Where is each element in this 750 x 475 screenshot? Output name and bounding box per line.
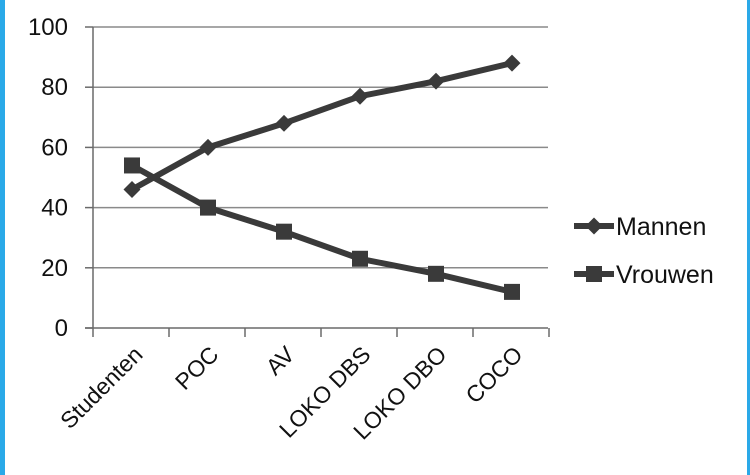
y-tick-labels: 0 20 40 60 80 100 [28, 14, 68, 342]
data-point-vrouwen [352, 250, 368, 267]
series-line-vrouwen [130, 162, 513, 295]
legend-item-mannen: Mannen [574, 213, 706, 241]
data-point-mannen [351, 87, 369, 105]
legend-label-vrouwen: Vrouwen [616, 261, 714, 289]
y-tick-label: 80 [41, 74, 68, 101]
data-point-vrouwen [276, 223, 292, 240]
data-point-mannen [123, 181, 141, 199]
legend: Mannen Vrouwen [574, 213, 714, 289]
y-tick-label: 0 [55, 315, 68, 342]
y-tick-label: 100 [28, 14, 68, 41]
data-point-mannen [503, 54, 521, 72]
y-tick-label: 60 [41, 134, 68, 161]
data-point-vrouwen [124, 157, 140, 174]
y-tick-label: 40 [41, 195, 68, 222]
series-group [123, 54, 521, 300]
left-accent-edge [0, 0, 5, 475]
y-tick-label: 20 [41, 255, 68, 282]
legend-label-mannen: Mannen [616, 213, 706, 241]
data-point-mannen [275, 114, 293, 132]
legend-marker-vrouwen-square-icon [586, 266, 602, 282]
data-point-mannen [427, 72, 445, 90]
data-point-vrouwen [200, 199, 216, 216]
legend-marker-mannen-diamond-icon [585, 217, 603, 235]
right-accent-edge [747, 0, 750, 475]
data-point-mannen [199, 138, 217, 156]
data-point-vrouwen [428, 265, 444, 282]
gridlines [93, 26, 548, 269]
axes [85, 26, 550, 337]
data-point-vrouwen [504, 283, 520, 300]
x-tick-label: AV [261, 341, 300, 380]
series-line-mannen [130, 60, 513, 193]
x-tick-label: Studenten [55, 341, 148, 434]
x-tick-label: POC [170, 341, 224, 395]
x-tick-label: COCO [460, 341, 527, 408]
legend-item-vrouwen: Vrouwen [574, 261, 714, 289]
